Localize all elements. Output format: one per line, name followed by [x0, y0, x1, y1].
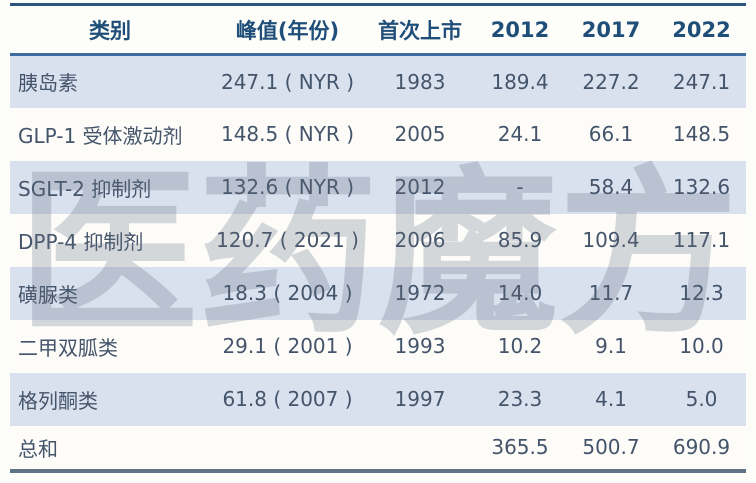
cell-peak-year: 247.1 ( NYR ) [220, 69, 354, 94]
cell-2012: 365.5 [475, 425, 565, 473]
cell-category: SGLT-2 抑制剂 [18, 176, 152, 201]
table-row: 格列酮类 61.8 ( 2007 ) 1997 23.3 4.1 5.0 [10, 372, 746, 426]
col-header-2022: 2022 [657, 3, 746, 56]
cell-2022: 5.0 [685, 387, 718, 411]
cell-first-launch: 1983 [394, 69, 446, 94]
cell-2017: 4.1 [595, 387, 627, 411]
col-header-peak-year: 峰值(年份) [210, 3, 365, 56]
cell-2017: 500.7 [565, 425, 657, 473]
table-row: 总和 365.5 500.7 690.9 [10, 425, 746, 473]
cell-2022: 12.3 [679, 281, 724, 305]
col-header-2012: 2012 [475, 3, 565, 56]
cell-2012: 189.4 [491, 69, 549, 94]
cell-category: 格列酮类 [18, 388, 98, 413]
col-header-category: 类别 [10, 3, 210, 56]
cell-peak-year: 29.1 ( 2001 ) [222, 334, 353, 358]
cell-peak-year: 120.7 ( 2021 ) [216, 228, 359, 252]
cell-peak-year: 61.8 ( 2007 ) [222, 387, 353, 411]
table-row: 磺脲类 18.3 ( 2004 ) 1972 14.0 11.7 12.3 [10, 266, 746, 320]
cell-2022: 10.0 [679, 334, 724, 358]
cell-first-launch: 2005 [394, 122, 446, 146]
drug-class-sales-table: 类别 峰值(年份) 首次上市 2012 2017 2022 胰岛素 247.1 … [10, 3, 746, 473]
table-row: 二甲双胍类 29.1 ( 2001 ) 1993 10.2 9.1 10.0 [10, 319, 746, 373]
cell-2012: 10.2 [497, 334, 543, 358]
cell-peak-year: 148.5 ( NYR ) [220, 122, 354, 146]
table-row: GLP-1 受体激动剂 148.5 ( NYR ) 2005 24.1 66.1… [10, 107, 746, 161]
cell-category: GLP-1 受体激动剂 [18, 123, 183, 148]
cell-first-launch: 1972 [394, 281, 446, 305]
cell-peak-year: 18.3 ( 2004 ) [222, 281, 353, 305]
cell-2017: 58.4 [588, 175, 634, 199]
cell-category: 总和 [10, 425, 210, 473]
cell-2012: - [516, 175, 524, 199]
cell-2022: 117.1 [672, 228, 731, 252]
cell-2022: 247.1 [672, 69, 731, 94]
cell-2017: 109.4 [582, 228, 640, 252]
cell-peak-year: 132.6 ( NYR ) [220, 175, 354, 199]
cell-category: 胰岛素 [18, 71, 78, 96]
cell-first-launch [365, 425, 475, 473]
cell-2017: 227.2 [582, 69, 640, 94]
cell-first-launch: 1993 [394, 334, 446, 358]
table-row: SGLT-2 抑制剂 132.6 ( NYR ) 2012 - 58.4 132… [10, 160, 746, 214]
cell-2012: 23.3 [497, 387, 543, 411]
cell-2022: 148.5 [672, 122, 731, 146]
cell-2017: 9.1 [595, 334, 627, 358]
cell-category: DPP-4 抑制剂 [18, 229, 144, 254]
table-body: 胰岛素 247.1 ( NYR ) 1983 189.4 227.2 247.1… [10, 54, 746, 473]
cell-2012: 14.0 [497, 281, 543, 305]
col-header-first-launch: 首次上市 [365, 3, 475, 56]
cell-2017: 11.7 [588, 281, 634, 305]
cell-2017: 66.1 [588, 122, 634, 146]
cell-peak-year [210, 425, 365, 473]
cell-first-launch: 2012 [394, 175, 446, 199]
table-row: 胰岛素 247.1 ( NYR ) 1983 189.4 227.2 247.1 [10, 54, 746, 108]
cell-category: 二甲双胍类 [18, 335, 118, 360]
col-header-2017: 2017 [565, 3, 657, 56]
cell-2022: 132.6 [672, 175, 731, 199]
table-row: DPP-4 抑制剂 120.7 ( 2021 ) 2006 85.9 109.4… [10, 213, 746, 267]
cell-first-launch: 1997 [394, 387, 446, 411]
cell-2012: 24.1 [497, 122, 543, 146]
header-row: 类别 峰值(年份) 首次上市 2012 2017 2022 [10, 3, 746, 56]
cell-2012: 85.9 [497, 228, 543, 252]
cell-first-launch: 2006 [394, 228, 446, 252]
cell-2022: 690.9 [657, 425, 746, 473]
cell-category: 磺脲类 [18, 282, 78, 307]
